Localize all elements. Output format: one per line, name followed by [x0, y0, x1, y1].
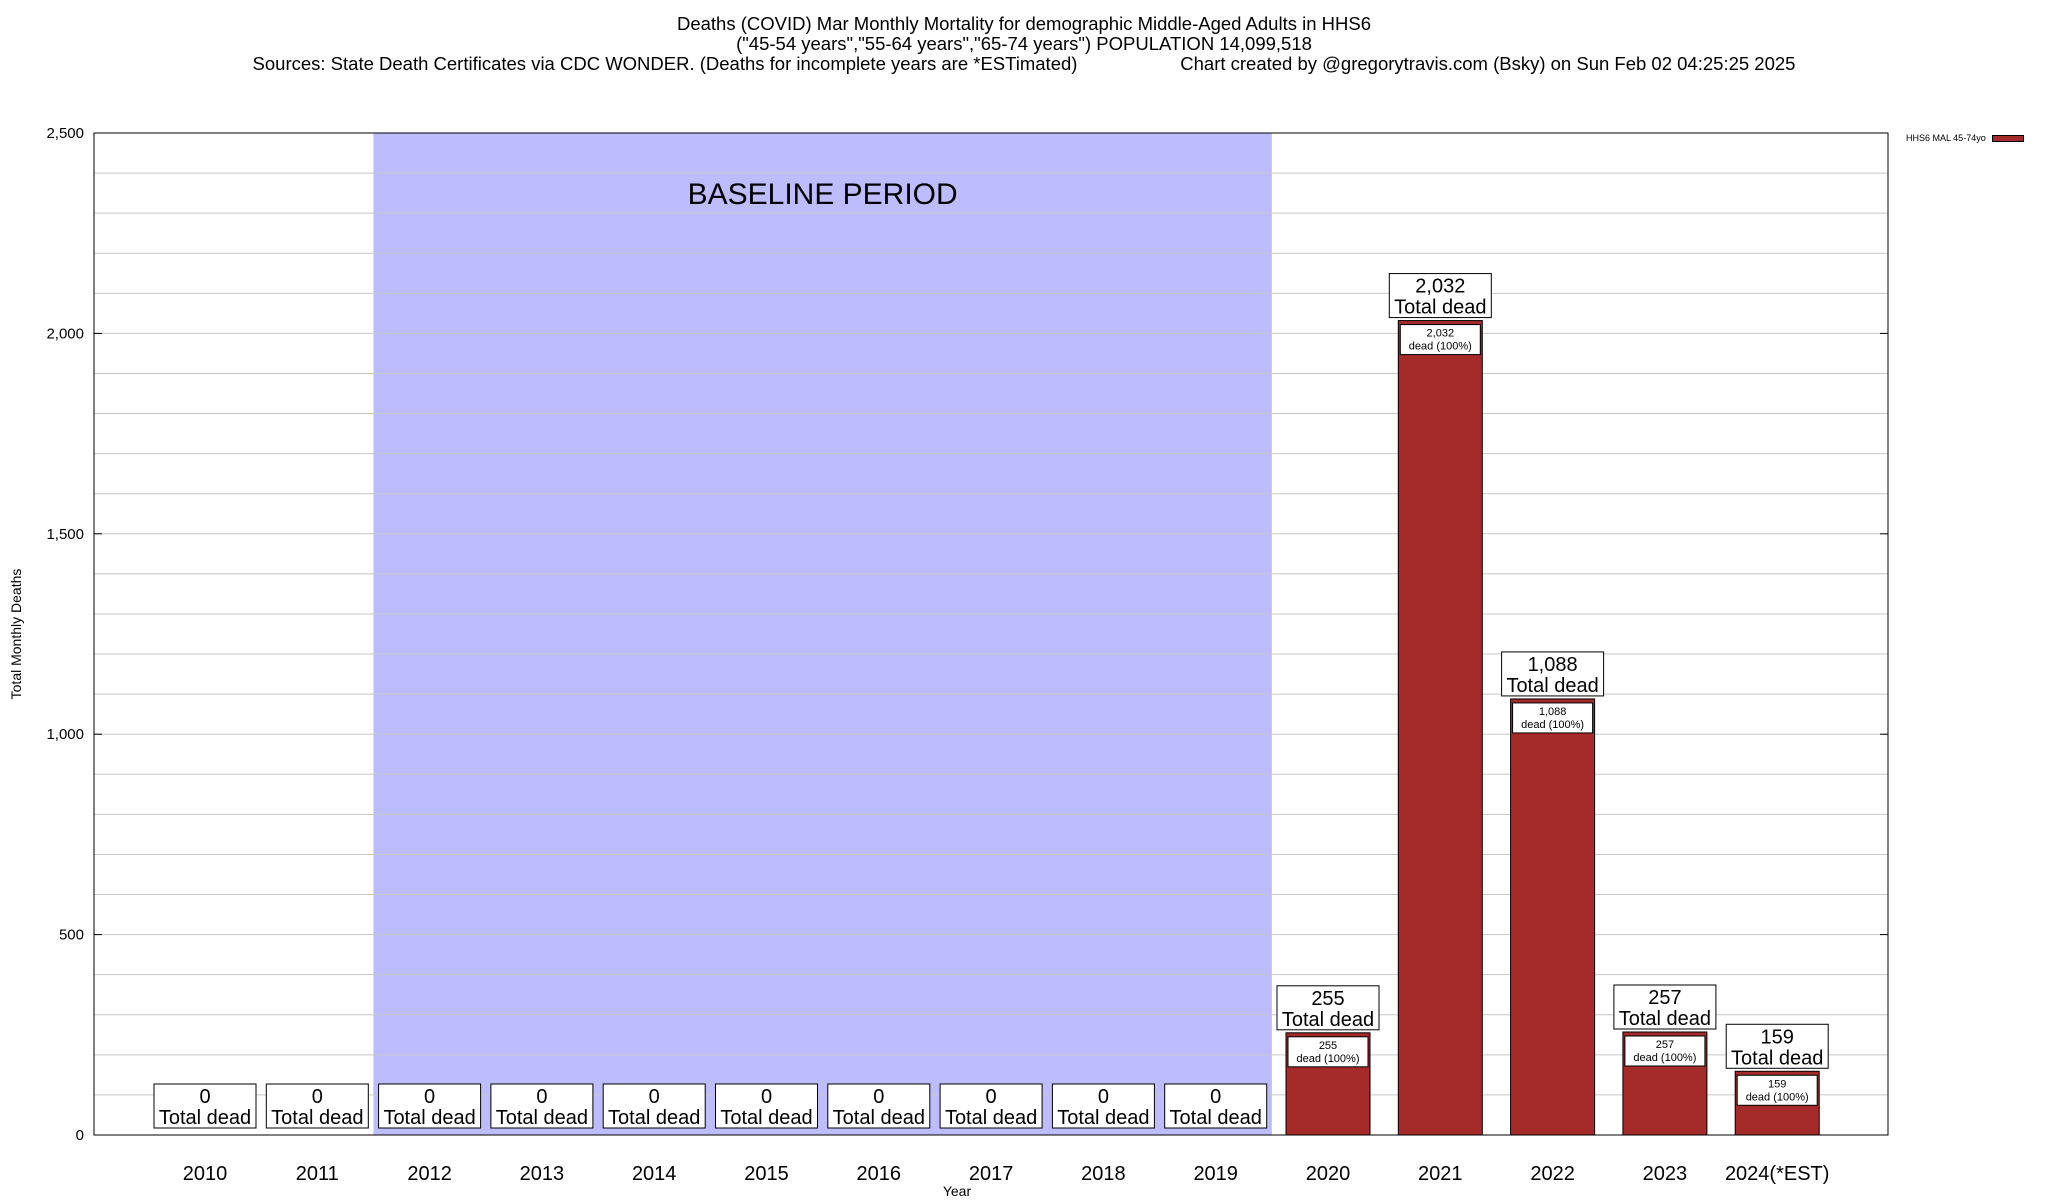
x-tick-label: 2012	[407, 1163, 452, 1185]
legend-label: HHS6 MAL 45-74yo	[1906, 133, 1986, 143]
chart-title: Deaths (COVID) Mar Monthly Mortality for…	[676, 13, 1371, 34]
y-axis-label: Total Monthly Deaths	[8, 569, 24, 700]
total-suffix-label: Total dead	[1282, 1009, 1374, 1031]
total-value-label: 257	[1648, 987, 1681, 1009]
chart-sources: Sources: State Death Certificates via CD…	[252, 53, 1078, 74]
chart-credit: Chart created by @gregorytravis.com (Bsk…	[1180, 53, 1796, 74]
total-suffix-label: Total dead	[1170, 1107, 1262, 1129]
total-label-box	[1388, 273, 1492, 319]
total-value-label: 0	[649, 1086, 660, 1108]
bar-inner-value: 257	[1656, 1039, 1674, 1051]
x-tick-label: 2013	[520, 1163, 565, 1185]
bar-inner-suffix: dead (100%)	[1409, 341, 1472, 353]
y-tick-label: 2,500	[46, 125, 84, 142]
total-suffix-label: Total dead	[1394, 297, 1486, 319]
x-tick-label: 2014	[632, 1163, 677, 1185]
total-value-label: 0	[986, 1086, 997, 1108]
bar-inner-suffix: dead (100%)	[1633, 1052, 1696, 1064]
x-tick-label: 2024(*EST)	[1725, 1163, 1830, 1185]
bar-inner-suffix: dead (100%)	[1521, 719, 1584, 731]
bar-inner-value: 159	[1768, 1078, 1786, 1090]
y-tick-label: 500	[59, 927, 84, 944]
total-label-box	[153, 1083, 257, 1129]
x-tick-label: 2023	[1643, 1163, 1688, 1185]
x-tick-label: 2011	[296, 1163, 339, 1185]
total-value-label: 0	[424, 1086, 435, 1108]
total-label-box	[1276, 985, 1380, 1031]
total-label-box	[490, 1083, 594, 1129]
y-tick-label: 1,500	[46, 526, 84, 543]
total-value-label: 255	[1311, 988, 1344, 1010]
x-tick-label: 2020	[1306, 1163, 1351, 1185]
y-tick-label: 2,000	[46, 325, 84, 342]
x-tick-label: 2015	[744, 1163, 789, 1185]
total-value-label: 0	[1098, 1086, 1109, 1108]
y-tick-label: 1,000	[46, 726, 84, 743]
total-suffix-label: Total dead	[945, 1107, 1037, 1129]
bar-inner-label-box	[1399, 324, 1481, 356]
x-tick-label: 2022	[1530, 1163, 1575, 1185]
bar-inner-value: 2,032	[1427, 328, 1455, 340]
x-tick-label: 2021	[1418, 1163, 1463, 1185]
total-value-label: 0	[1210, 1086, 1221, 1108]
total-label-box	[1501, 651, 1605, 697]
x-tick-label: 2010	[183, 1163, 228, 1185]
total-value-label: 0	[761, 1086, 772, 1108]
total-suffix-label: Total dead	[383, 1107, 475, 1129]
bar-inner-suffix: dead (100%)	[1746, 1091, 1809, 1103]
x-tick-label: 2016	[857, 1163, 902, 1185]
x-tick-label: 2017	[969, 1163, 1014, 1185]
y-tick-label: 0	[76, 1127, 84, 1144]
total-suffix-label: Total dead	[1619, 1008, 1711, 1030]
total-label-box	[265, 1083, 369, 1129]
bar-inner-value: 1,088	[1539, 706, 1567, 718]
total-label-box	[1725, 1023, 1829, 1069]
total-label-box	[1613, 984, 1717, 1030]
total-value-label: 159	[1761, 1026, 1794, 1048]
bar-inner-label-box	[1624, 1035, 1706, 1067]
chart-title-block: Deaths (COVID) Mar Monthly Mortality for…	[0, 14, 2048, 74]
x-axis-label: Year	[943, 1183, 972, 1199]
total-suffix-label: Total dead	[833, 1107, 925, 1129]
total-value-label: 0	[312, 1086, 323, 1108]
total-label-box	[1051, 1083, 1155, 1129]
bar	[1397, 320, 1483, 1136]
total-value-label: 2,032	[1415, 276, 1465, 298]
total-label-box	[715, 1083, 818, 1129]
total-value-label: 1,088	[1528, 654, 1578, 676]
total-label-box	[1164, 1083, 1268, 1129]
bar-inner-suffix: dead (100%)	[1297, 1053, 1360, 1065]
total-suffix-label: Total dead	[608, 1107, 700, 1129]
baseline-period-shade	[373, 133, 1272, 1135]
baseline-period-label: BASELINE PERIOD	[688, 178, 958, 211]
bar-inner-value: 255	[1319, 1040, 1337, 1052]
bar	[1510, 698, 1596, 1136]
total-suffix-label: Total dead	[1057, 1107, 1149, 1129]
plot-frame	[93, 132, 1889, 1136]
bar-inner-label-box	[1736, 1074, 1818, 1106]
total-label-box	[939, 1083, 1043, 1129]
total-suffix-label: Total dead	[496, 1107, 588, 1129]
total-label-box	[827, 1083, 931, 1129]
total-value-label: 0	[536, 1086, 547, 1108]
chart-subtitle: ("45-54 years","55-64 years","65-74 year…	[736, 33, 1312, 54]
total-suffix-label: Total dead	[159, 1107, 251, 1129]
total-suffix-label: Total dead	[720, 1107, 812, 1129]
total-suffix-label: Total dead	[271, 1107, 363, 1129]
chart-sources-line: Sources: State Death Certificates via CD…	[0, 54, 2048, 74]
total-suffix-label: Total dead	[1506, 675, 1598, 697]
total-suffix-label: Total dead	[1731, 1047, 1823, 1069]
x-tick-label: 2019	[1193, 1163, 1238, 1185]
bar-inner-label-box	[1287, 1036, 1369, 1068]
x-tick-label: 2018	[1081, 1163, 1126, 1185]
chart-legend: HHS6 MAL 45-74yo	[1906, 131, 2024, 145]
legend-swatch	[1991, 134, 2024, 142]
total-label-box	[378, 1083, 482, 1129]
bar-inner-label-box	[1512, 702, 1594, 734]
total-value-label: 0	[873, 1086, 884, 1108]
total-label-box	[602, 1083, 706, 1129]
total-value-label: 0	[199, 1086, 210, 1108]
